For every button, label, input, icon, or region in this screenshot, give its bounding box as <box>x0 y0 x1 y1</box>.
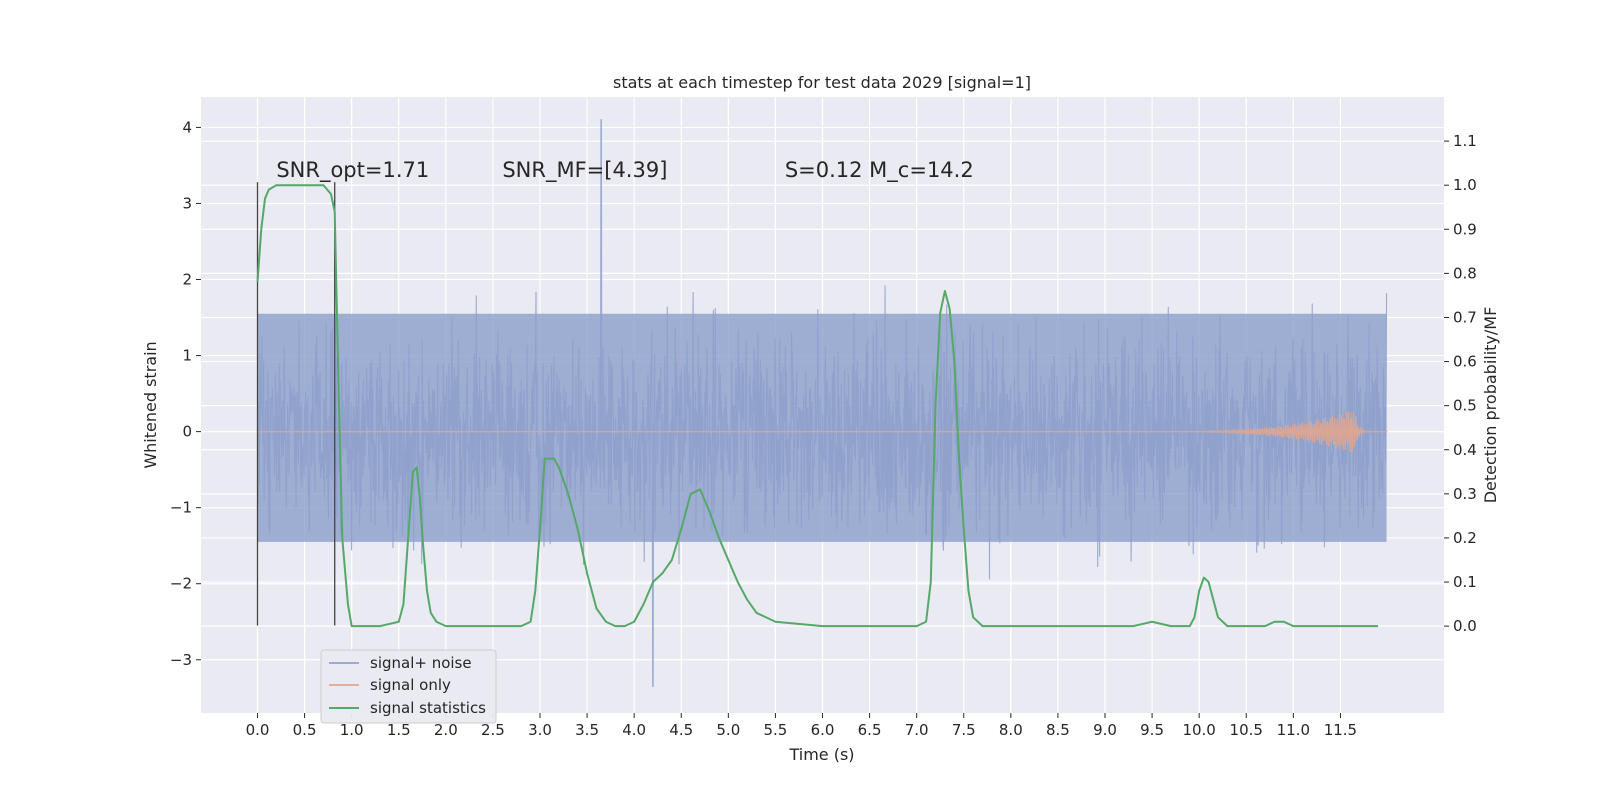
x-tick-label: 7.0 <box>905 721 929 739</box>
x-tick-label: 8.5 <box>1046 721 1070 739</box>
x-tick-label: 4.0 <box>622 721 646 739</box>
legend-label-signal-only: signal only <box>370 676 451 694</box>
legend-label-signal-noise: signal+ noise <box>370 654 472 672</box>
x-tick-label: 10.5 <box>1230 721 1263 739</box>
y-tick-label: 4 <box>182 118 192 136</box>
x-tick-label: 0.0 <box>246 721 270 739</box>
y-tick-label: −1 <box>170 499 192 517</box>
signal-noise-series <box>256 119 1388 687</box>
x-tick-label: 1.5 <box>387 721 411 739</box>
x-axis-ticks: 0.0 0.5 1.0 1.5 2.0 2.5 3.0 3.5 4.0 4.5 5.0 5.5 6.0 6… <box>246 713 1357 739</box>
legend: signal+ noise signal only signal statist… <box>320 649 497 724</box>
x-tick-label: 9.0 <box>1093 721 1117 739</box>
y-tick-label: 2 <box>182 271 192 289</box>
x-tick-label: 7.5 <box>952 721 976 739</box>
x-tick-label: 6.0 <box>811 721 835 739</box>
signal-noise-line <box>256 119 1388 687</box>
y-axis-title: Whitened strain <box>141 341 160 468</box>
x-tick-label: 11.5 <box>1324 721 1357 739</box>
x-tick-label: 3.0 <box>528 721 552 739</box>
y-right-tick-label: 0.0 <box>1453 617 1477 635</box>
y-right-tick-label: 1.0 <box>1453 176 1477 194</box>
signal-statistics-line <box>256 184 1379 628</box>
x-tick-label: 9.5 <box>1140 721 1164 739</box>
signal-only-series <box>257 411 1388 454</box>
y-tick-label: −2 <box>170 575 192 593</box>
x-tick-label: 3.5 <box>575 721 599 739</box>
annotation-text: SNR_opt=1.71 <box>276 158 429 183</box>
x-tick-label: 5.0 <box>716 721 740 739</box>
x-tick-label: 8.0 <box>999 721 1023 739</box>
y-right-tick-label: 1.1 <box>1453 132 1477 150</box>
x-axis-title: Time (s) <box>788 745 854 764</box>
y-tick-label: 1 <box>182 347 192 365</box>
annotations: SNR_opt=1.71 SNR_MF=[4.39] S=0.12 M_c=14.2 <box>276 158 973 183</box>
y-right-tick-label: 0.9 <box>1453 220 1477 238</box>
annotation-text: SNR_MF=[4.39] <box>502 158 667 183</box>
y-right-tick-label: 0.7 <box>1453 308 1477 326</box>
y-axis-right-ticks: 0.0 0.1 0.2 0.3 0.4 0.5 0.6 0.7 0.8 0.9 1.0 1.1 <box>1444 132 1477 635</box>
x-tick-label: 2.5 <box>481 721 505 739</box>
y-tick-label: −3 <box>170 651 192 669</box>
x-tick-label: 11.0 <box>1277 721 1310 739</box>
y-right-tick-label: 0.1 <box>1453 573 1477 591</box>
y-right-tick-label: 0.2 <box>1453 529 1477 547</box>
x-tick-label: 6.5 <box>858 721 882 739</box>
y-tick-label: 3 <box>182 194 192 212</box>
x-tick-label: 5.5 <box>763 721 787 739</box>
x-tick-label: 0.5 <box>293 721 317 739</box>
x-tick-label: 10.0 <box>1182 721 1215 739</box>
y-right-tick-label: 0.3 <box>1453 485 1477 503</box>
chart-title: stats at each timestep for test data 202… <box>613 73 1031 92</box>
x-tick-label: 4.5 <box>669 721 693 739</box>
legend-label-signal-statistics: signal statistics <box>370 699 486 717</box>
signal-only-line <box>257 411 1388 454</box>
y-right-tick-label: 0.4 <box>1453 441 1477 459</box>
y-axis-right-title: Detection probability/MF <box>1481 307 1500 504</box>
y-tick-label: 0 <box>182 423 192 441</box>
annotation-text: S=0.12 M_c=14.2 <box>785 158 974 183</box>
y-right-tick-label: 0.8 <box>1453 264 1477 282</box>
signal-statistics-series <box>256 184 1379 628</box>
y-right-tick-label: 0.5 <box>1453 397 1477 415</box>
y-right-tick-label: 0.6 <box>1453 353 1477 371</box>
legend-box <box>320 649 497 724</box>
y-axis-ticks: −3 −2 −1 0 1 2 3 4 <box>170 118 201 669</box>
x-tick-label: 1.0 <box>340 721 364 739</box>
x-tick-label: 2.0 <box>434 721 458 739</box>
